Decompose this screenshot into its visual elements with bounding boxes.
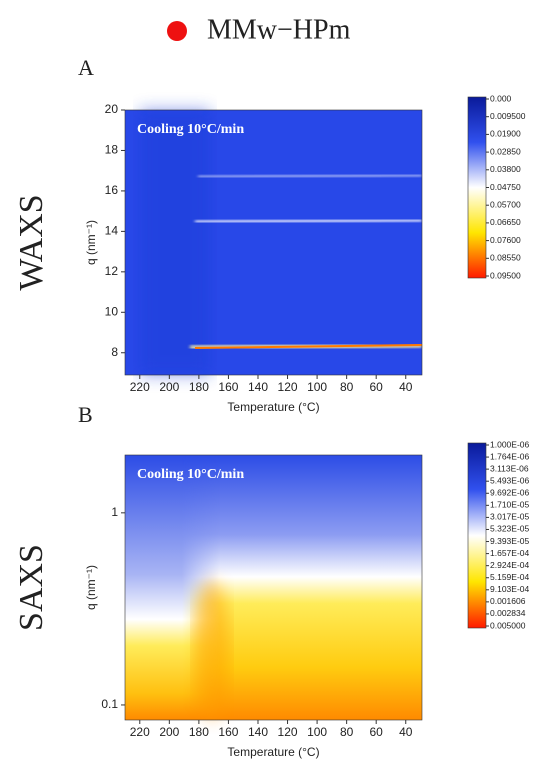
annotation: Cooling 10°C/min — [137, 467, 244, 482]
colorbar-label: 3.113E-06 — [490, 463, 529, 473]
x-tick-label: 40 — [399, 725, 413, 739]
x-axis-title: Temperature (°C) — [227, 400, 319, 414]
y-tick-label: 20 — [105, 102, 119, 116]
x-tick-label: 100 — [307, 725, 327, 739]
y-tick-label: 0.1 — [101, 697, 118, 711]
colorbar-label: 0.001606 — [490, 596, 526, 606]
y-tick-label: 1 — [111, 505, 118, 519]
colorbar-label: 1.710E-05 — [490, 500, 529, 510]
colorbar-label: 0.01900 — [490, 129, 521, 139]
y-tick-label: 12 — [105, 264, 119, 278]
y-tick-label: 16 — [105, 183, 119, 197]
side-label: WAXS — [13, 194, 50, 290]
heatmap-image — [125, 455, 422, 720]
legend-label: MMw−HPm — [207, 14, 351, 45]
colorbar-label: 0.05700 — [490, 199, 521, 209]
colorbar-label: 0.005000 — [490, 620, 526, 630]
colorbar-label: 0.09500 — [490, 270, 521, 280]
y-tick-label: 18 — [105, 143, 119, 157]
colorbar-label: 3.017E-05 — [490, 512, 529, 522]
panel-label: B — [78, 402, 93, 427]
colorbar-label: 0.08550 — [490, 253, 521, 263]
y-tick-label: 10 — [105, 304, 119, 318]
x-tick-label: 60 — [370, 380, 384, 394]
colorbar-label: 9.393E-05 — [490, 536, 529, 546]
x-tick-label: 140 — [248, 725, 268, 739]
colorbar-label: 0.02850 — [490, 146, 521, 156]
colorbar-label: 0.009500 — [490, 111, 526, 121]
y-tick-label: 8 — [111, 345, 118, 359]
legend-marker — [167, 21, 187, 41]
colorbar — [467, 442, 487, 629]
y-axis-title: q (nm⁻¹) — [84, 565, 98, 610]
colorbar-label: 9.103E-04 — [490, 584, 529, 594]
colorbar-label: 1.000E-06 — [490, 439, 529, 449]
plot-frame — [124, 109, 423, 376]
colorbar-label: 0.002834 — [490, 608, 526, 618]
x-tick-label: 180 — [189, 380, 209, 394]
colorbar-label: 0.06650 — [490, 217, 521, 227]
heatmap-image — [125, 110, 423, 375]
x-tick-label: 120 — [278, 380, 298, 394]
x-tick-label: 220 — [130, 380, 150, 394]
plot-frame — [124, 454, 423, 721]
x-tick-label: 200 — [159, 725, 179, 739]
x-tick-label: 120 — [278, 725, 298, 739]
colorbar — [467, 96, 487, 279]
x-tick-label: 80 — [340, 380, 354, 394]
colorbar-label: 1.764E-06 — [490, 451, 529, 461]
x-tick-label: 160 — [218, 380, 238, 394]
colorbar-label: 9.692E-06 — [490, 488, 529, 498]
y-tick-label: 14 — [105, 224, 119, 238]
x-tick-label: 140 — [248, 380, 268, 394]
x-tick-label: 220 — [130, 725, 150, 739]
colorbar-label: 0.07600 — [490, 235, 521, 245]
x-tick-label: 40 — [399, 380, 413, 394]
colorbar-label: 5.159E-04 — [490, 572, 529, 582]
x-tick-label: 160 — [218, 725, 238, 739]
side-label: SAXS — [13, 544, 50, 631]
x-tick-label: 200 — [159, 380, 179, 394]
x-tick-label: 80 — [340, 725, 354, 739]
annotation: Cooling 10°C/min — [137, 122, 244, 137]
colorbar-label: 0.04750 — [490, 182, 521, 192]
colorbar-label: 0.000 — [490, 93, 512, 103]
y-axis-title: q (nm⁻¹) — [84, 220, 98, 265]
x-tick-label: 180 — [189, 725, 209, 739]
x-tick-label: 60 — [370, 725, 384, 739]
colorbar-label: 5.323E-05 — [490, 524, 529, 534]
colorbar-label: 5.493E-06 — [490, 475, 529, 485]
colorbar-label: 0.03800 — [490, 164, 521, 174]
colorbar-label: 2.924E-04 — [490, 560, 529, 570]
x-axis-title: Temperature (°C) — [227, 745, 319, 759]
x-tick-label: 100 — [307, 380, 327, 394]
panel-label: A — [78, 55, 94, 80]
colorbar-label: 1.657E-04 — [490, 548, 529, 558]
